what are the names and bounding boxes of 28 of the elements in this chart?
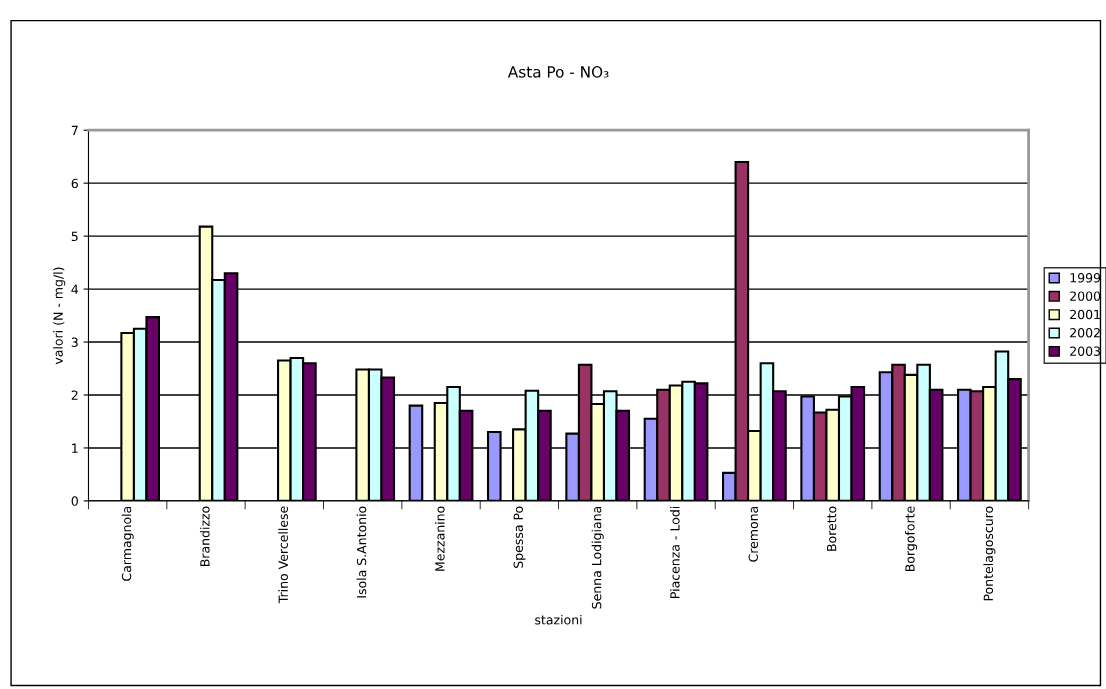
y-tick-label: 2 <box>71 390 78 400</box>
legend-label: 2001 <box>1070 309 1100 320</box>
x-axis-title: stazioni <box>535 614 582 625</box>
y-tick-label: 0 <box>71 496 78 506</box>
x-tick-label: Brandizzo <box>199 506 210 567</box>
y-tick-label: 1 <box>72 443 78 453</box>
y-axis-title: valori (N - mg/l) <box>53 267 66 365</box>
legend-label: 2003 <box>1070 346 1101 356</box>
x-tick-label: Mezzanino <box>434 506 445 571</box>
y-tick-label: 5 <box>71 231 78 242</box>
y-tick-label: 3 <box>71 337 78 347</box>
legend-label: 2002 <box>1070 328 1100 338</box>
x-tick-label: Isola S.Antonio <box>356 506 367 598</box>
legend-label: 2000 <box>1070 291 1101 301</box>
x-tick-label: Carmagnola <box>121 506 134 581</box>
y-tick-label: 7 <box>71 125 78 135</box>
x-tick-label: Trino Vercellese <box>278 506 288 604</box>
x-tick-label: Boretto <box>827 506 837 551</box>
chart-title: Asta Po - NO₃ <box>507 66 609 78</box>
y-tick-label: 6 <box>71 178 78 189</box>
x-tick-label: Senna Lodigiana <box>591 506 604 609</box>
x-tick-label: Pontelagoscuro <box>983 506 996 601</box>
x-tick-label: Cremona <box>748 506 759 562</box>
y-tick-label: 4 <box>71 284 79 294</box>
x-tick-label: Piacenza - Lodi <box>669 506 680 598</box>
x-tick-label: Borgoforte <box>905 506 918 572</box>
legend-label: 1999 <box>1070 273 1101 283</box>
x-tick-label: Spessa Po <box>513 506 526 568</box>
